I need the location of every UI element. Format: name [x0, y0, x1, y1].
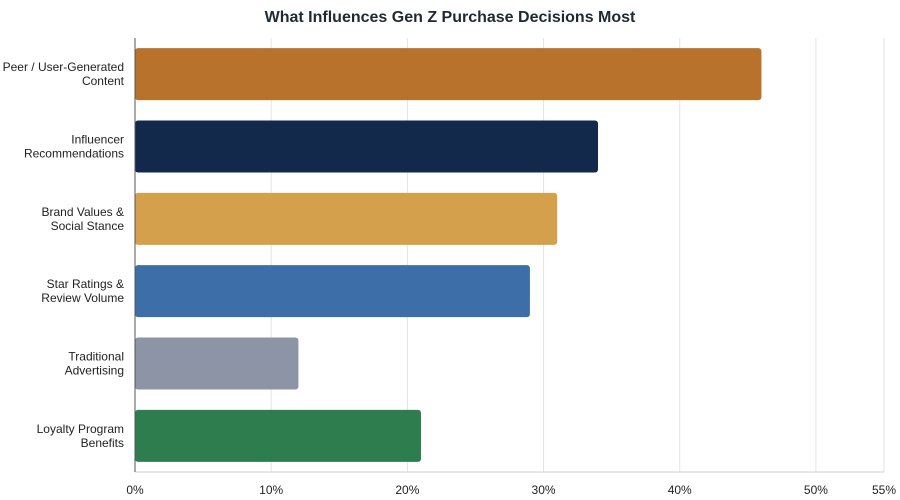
y-tick-label-line: Recommendations	[24, 147, 124, 161]
bar	[135, 409, 421, 462]
bar	[135, 120, 599, 173]
y-tick-label-line: Advertising	[65, 364, 124, 378]
y-tick-label-line: Star Ratings &	[47, 277, 124, 291]
bar	[135, 48, 762, 101]
y-tick-label: Traditional Advertising	[65, 350, 124, 378]
y-tick-label: Star Ratings & Review Volume	[41, 277, 124, 305]
y-tick-label-line: Benefits	[81, 436, 124, 450]
y-tick-label-line: Review Volume	[41, 291, 124, 305]
y-tick-label-line: Brand Values &	[42, 205, 125, 219]
y-tick-label: Peer / User-Generated Content	[3, 60, 125, 88]
bar	[135, 192, 558, 245]
y-tick-label-line: Content	[82, 74, 125, 88]
y-tick-label-line: Loyalty Program	[37, 422, 124, 436]
y-tick-label: Brand Values & Social Stance	[42, 205, 125, 233]
chart-title: What Influences Gen Z Purchase Decisions…	[264, 9, 636, 26]
x-tick-label: 20%	[395, 483, 419, 497]
x-tick-label: 55%	[872, 483, 896, 497]
y-tick-label: Influencer Recommendations	[24, 133, 124, 161]
y-tick-label-line: Traditional	[68, 350, 124, 364]
y-tick-label-line: Influencer	[71, 133, 124, 147]
bar	[135, 337, 299, 390]
x-tick-label: 50%	[804, 483, 828, 497]
y-tick-label-line: Social Stance	[51, 219, 125, 233]
y-tick-label-line: Peer / User-Generated	[3, 60, 124, 74]
x-tick-label: 30%	[532, 483, 556, 497]
x-tick-label: 0%	[126, 483, 144, 497]
x-tick-label: 40%	[668, 483, 692, 497]
bar	[135, 265, 530, 318]
y-tick-label: Loyalty Program Benefits	[37, 422, 124, 450]
x-tick-label: 10%	[259, 483, 283, 497]
